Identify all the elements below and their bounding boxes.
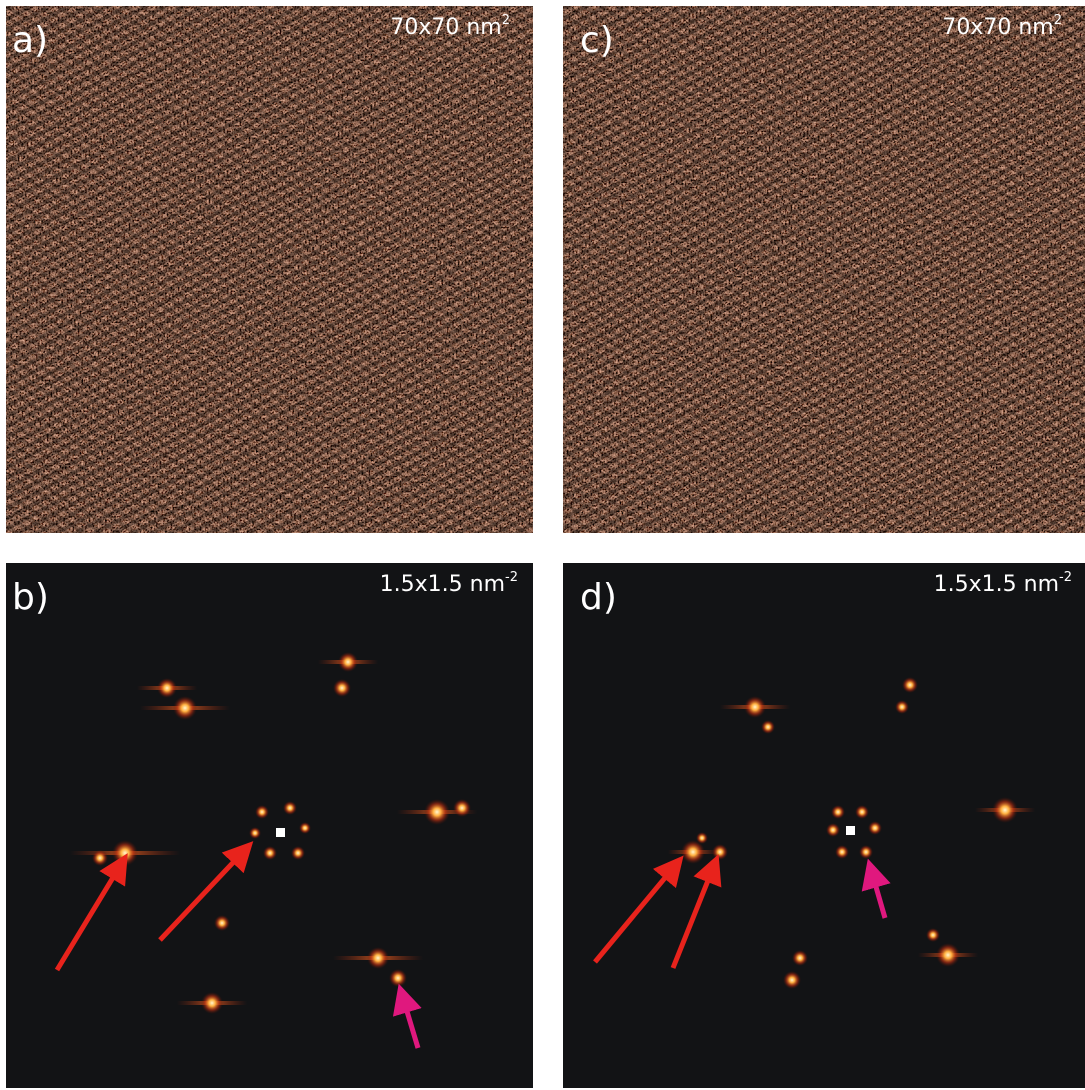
- panel-label: b): [12, 577, 49, 618]
- fft-spot: [338, 652, 358, 672]
- fft-spot: [936, 943, 960, 967]
- fft-spot: [868, 821, 882, 835]
- fft-image: [563, 563, 1085, 1088]
- fft-spot: [214, 915, 230, 931]
- stm-image: [563, 6, 1085, 533]
- fft-spot: [783, 971, 801, 989]
- fft-spot: [846, 826, 855, 835]
- fft-spot: [926, 928, 940, 942]
- fft-spot: [389, 969, 407, 987]
- fft-spot: [201, 992, 223, 1014]
- fft-spot: [992, 797, 1018, 823]
- fft-spot: [112, 840, 138, 866]
- scale-label: 70x70 nm2: [390, 13, 510, 40]
- fft-spot: [263, 846, 277, 860]
- panel-label: d): [580, 577, 617, 618]
- fft-spot: [299, 822, 311, 834]
- fft-spot: [859, 845, 873, 859]
- fft-image: [6, 563, 533, 1088]
- scale-label: 1.5x1.5 nm-2: [380, 570, 518, 597]
- fft-spot: [333, 679, 351, 697]
- fft-spot: [291, 846, 305, 860]
- fft-spot: [855, 805, 869, 819]
- fft-spot: [249, 827, 261, 839]
- fft-spot: [831, 805, 845, 819]
- fft-spot: [902, 677, 918, 693]
- fft-spot: [453, 799, 471, 817]
- panel-label: c): [580, 20, 614, 61]
- fft-spot: [283, 801, 297, 815]
- scale-label: 70x70 nm2: [942, 13, 1062, 40]
- fft-spot: [424, 799, 450, 825]
- fft-spot: [92, 850, 108, 866]
- fft-spots: [70, 652, 1035, 1014]
- fft-spot: [712, 844, 728, 860]
- stm-image: [6, 6, 533, 533]
- scale-label: 1.5x1.5 nm-2: [934, 570, 1072, 597]
- fft-spot: [826, 823, 840, 837]
- fft-spot: [835, 845, 849, 859]
- panel-label: a): [12, 20, 48, 61]
- fft-spot: [792, 950, 808, 966]
- fft-spot: [895, 700, 909, 714]
- fft-spot: [173, 696, 197, 720]
- fft-spot: [367, 947, 389, 969]
- fft-spot: [761, 720, 775, 734]
- fft-spot: [276, 828, 285, 837]
- fft-spot: [157, 678, 177, 698]
- fft-spot: [744, 696, 766, 718]
- fft-spot: [255, 805, 269, 819]
- fft-spot: [696, 832, 708, 844]
- arrows: [54, 841, 891, 1049]
